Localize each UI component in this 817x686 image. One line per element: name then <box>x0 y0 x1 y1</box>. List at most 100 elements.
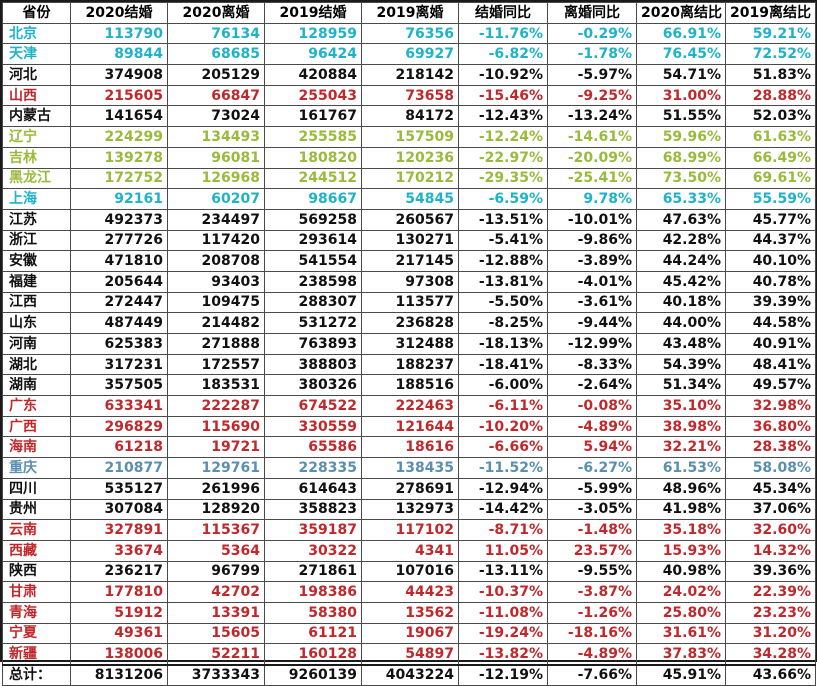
table-row: 四川 535127 261996 614643 278691 -12.94% -5.99% 4… <box>2 477 816 500</box>
cell-marriage-2019: 65586 <box>264 436 362 459</box>
cell-marriage-yoy: -8.71% <box>458 519 548 541</box>
cell-ratio-2020: 73.50% <box>636 167 726 190</box>
cell-divorce-2019: 84172 <box>361 105 459 128</box>
cell-divorce-2019: 188516 <box>361 374 459 397</box>
cell-marriage-2020: 177810 <box>70 581 168 603</box>
cell-marriage-yoy: 11.05% <box>458 539 548 562</box>
cell-province: 广东 <box>2 395 71 417</box>
cell-ratio-2020: 37.83% <box>636 643 726 665</box>
cell-marriage-2020: 139278 <box>70 146 168 169</box>
cell-marriage-2019: 161767 <box>264 105 362 128</box>
cell-province: 陕西 <box>2 560 71 583</box>
cell-province: 广西 <box>2 415 71 438</box>
cell-marriage-yoy: -13.11% <box>458 560 548 583</box>
cell-ratio-2020: 44.24% <box>636 250 726 272</box>
cell-divorce-2019: 117102 <box>361 519 459 541</box>
cell-province: 湖北 <box>2 353 71 376</box>
cell-divorce-2020: 109475 <box>167 291 265 314</box>
cell-ratio-2020: 54.71% <box>636 64 726 86</box>
cell-ratio-2020: 35.10% <box>636 395 726 417</box>
cell-marriage-2019: 763893 <box>264 333 362 355</box>
cell-divorce-yoy: -1.48% <box>547 519 637 541</box>
cell-marriage-2020: 33674 <box>70 539 168 562</box>
cell-ratio-2019: 58.08% <box>725 457 816 479</box>
cell-divorce-yoy: -9.55% <box>547 560 637 583</box>
cell-divorce-2020: 208708 <box>167 250 265 272</box>
table-row: 江西 272447 109475 288307 113577 -5.50% -3.61% 40… <box>2 291 816 314</box>
cell-divorce-2020: 261996 <box>167 477 265 500</box>
cell-ratio-2019: 31.20% <box>725 622 816 645</box>
cell-marriage-2020: 374908 <box>70 64 168 86</box>
cell-marriage-2019: 61121 <box>264 622 362 645</box>
cell-divorce-2019: 312488 <box>361 333 459 355</box>
table-row: 辽宁 224299 134493 255585 157509 -12.24% -14.61%… <box>2 126 816 148</box>
cell-marriage-2019: 359187 <box>264 519 362 541</box>
cell-divorce-2019: 278691 <box>361 477 459 500</box>
cell-ratio-2019: 55.59% <box>725 188 816 210</box>
cell-divorce-2020: 15605 <box>167 622 265 645</box>
header-divorce-yoy: 离婚同比 <box>547 2 637 24</box>
cell-ratio-2020: 51.34% <box>636 374 726 397</box>
cell-divorce-2019: 138435 <box>361 457 459 479</box>
cell-divorce-2019: 69927 <box>361 43 459 66</box>
cell-ratio-2019: 32.98% <box>725 395 816 417</box>
cell-marriage-2020: 471810 <box>70 250 168 272</box>
cell-marriage-2019: 198386 <box>264 581 362 603</box>
cell-marriage-yoy: -5.41% <box>458 229 548 252</box>
cell-marriage-2020: 113790 <box>70 22 168 45</box>
cell-marriage-yoy: -8.25% <box>458 312 548 334</box>
cell-marriage-yoy: -10.20% <box>458 415 548 438</box>
cell-divorce-yoy: -3.89% <box>547 250 637 272</box>
cell-ratio-2019: 44.37% <box>725 229 816 252</box>
cell-divorce-2019: 4341 <box>361 539 459 562</box>
cell-ratio-2020: 45.42% <box>636 270 726 293</box>
cell-divorce-2020: 13391 <box>167 601 265 624</box>
cell-divorce-2020: 128920 <box>167 498 265 521</box>
cell-divorce-2020: 271888 <box>167 333 265 355</box>
cell-ratio-2019: 59.21% <box>725 22 816 45</box>
cell-marriage-2019: 358823 <box>264 498 362 521</box>
cell-marriage-2019: 228335 <box>264 457 362 479</box>
cell-marriage-2019: 271861 <box>264 560 362 583</box>
cell-divorce-yoy: -25.41% <box>547 167 637 190</box>
cell-divorce-2020: 73024 <box>167 105 265 128</box>
cell-marriage-2019: 388803 <box>264 353 362 376</box>
cell-province: 海南 <box>2 436 71 459</box>
header-divorce-2019: 2019离婚 <box>361 2 459 24</box>
cell-divorce-2020: 205129 <box>167 64 265 86</box>
total-cell-province: 总计： <box>2 663 71 686</box>
cell-ratio-2020: 47.63% <box>636 208 726 231</box>
cell-ratio-2020: 54.39% <box>636 353 726 376</box>
cell-divorce-2020: 76134 <box>167 22 265 45</box>
cell-divorce-yoy: -9.86% <box>547 229 637 252</box>
table-row: 贵州 307084 128920 358823 132973 -14.42% -3.05% 4… <box>2 498 816 521</box>
cell-marriage-2019: 180820 <box>264 146 362 169</box>
cell-divorce-yoy: -18.16% <box>547 622 637 645</box>
cell-divorce-yoy: -4.89% <box>547 415 637 438</box>
cell-ratio-2020: 76.45% <box>636 43 726 66</box>
cell-marriage-2020: 141654 <box>70 105 168 128</box>
cell-marriage-yoy: -6.11% <box>458 395 548 417</box>
cell-divorce-yoy: -10.01% <box>547 208 637 231</box>
cell-divorce-yoy: -3.61% <box>547 291 637 314</box>
cell-province: 浙江 <box>2 229 71 252</box>
header-province: 省份 <box>2 2 71 24</box>
cell-province: 内蒙古 <box>2 105 71 128</box>
cell-ratio-2020: 40.18% <box>636 291 726 314</box>
cell-province: 青海 <box>2 601 71 624</box>
table-row: 北京 113790 76134 128959 76356 -11.76% -0.29% 66.… <box>2 22 816 45</box>
cell-ratio-2019: 23.23% <box>725 601 816 624</box>
cell-marriage-2020: 357505 <box>70 374 168 397</box>
table-row: 山东 487449 214482 531272 236828 -8.25% -9.44% 44… <box>2 312 816 334</box>
table-row: 广西 296829 115690 330559 121644 -10.20% -4.89% 3… <box>2 415 816 438</box>
cell-province: 辽宁 <box>2 126 71 148</box>
cell-ratio-2019: 22.39% <box>725 581 816 603</box>
cell-marriage-2020: 492373 <box>70 208 168 231</box>
table-row: 天津 89844 68685 96424 69927 -6.82% -1.78% 76.45%… <box>2 43 816 66</box>
cell-ratio-2019: 69.61% <box>725 167 816 190</box>
cell-marriage-2019: 255043 <box>264 84 362 107</box>
cell-ratio-2020: 31.61% <box>636 622 726 645</box>
table-row: 山西 215605 66847 255043 73658 -15.46% -9.25% 31.… <box>2 84 816 107</box>
cell-marriage-2019: 160128 <box>264 643 362 665</box>
cell-divorce-yoy: -5.97% <box>547 64 637 86</box>
